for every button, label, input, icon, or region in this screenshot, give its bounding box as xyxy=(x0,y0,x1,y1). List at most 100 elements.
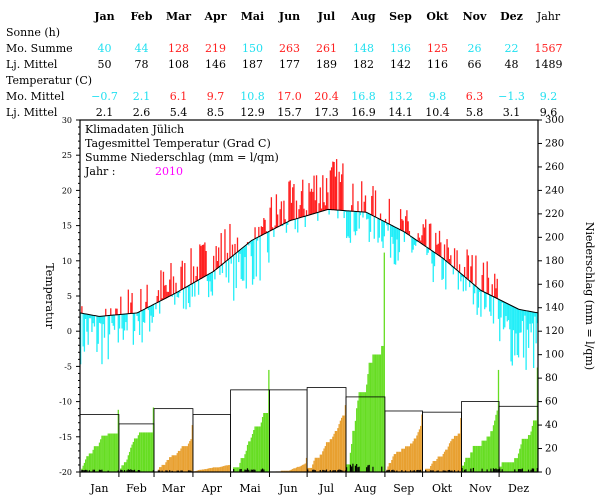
temp-day-bar xyxy=(195,276,197,282)
temp-day-bar xyxy=(389,224,392,258)
precip-cumulative-bar xyxy=(266,412,269,472)
precip-cumulative-bar xyxy=(450,441,452,472)
table-cell: 146 xyxy=(205,57,226,71)
temp-day-bar xyxy=(500,300,502,318)
precip-cumulative-bar xyxy=(418,429,421,472)
precip-cumulative-bar xyxy=(397,451,399,472)
precip-cumulative-bar xyxy=(374,354,377,472)
sun-title: Sonne (h) xyxy=(6,25,61,39)
precip-cumulative-bar xyxy=(248,441,250,472)
temp-day-bar xyxy=(398,228,401,253)
precip-cumulative-bar xyxy=(83,462,86,472)
precip-cumulative-bar xyxy=(93,446,96,472)
temp-day-bar xyxy=(358,211,360,229)
temp-day-bar xyxy=(423,227,426,246)
precip-cumulative-bar xyxy=(433,461,436,472)
precip-cumulative-bar xyxy=(495,414,497,472)
temp-day-bar xyxy=(339,182,342,211)
temp-day-bar xyxy=(352,183,354,212)
temp-day-bar xyxy=(371,195,373,215)
precip-cumulative-bar xyxy=(506,462,508,472)
precip-daily-bar xyxy=(165,470,167,472)
precip-cumulative-bar xyxy=(244,454,246,472)
temp-day-bar xyxy=(407,221,409,235)
precip-daily-bar xyxy=(486,469,488,472)
temp-day-bar xyxy=(342,163,344,211)
temp-day-bar xyxy=(347,210,349,237)
precip-cumulative-bar xyxy=(317,457,319,472)
precip-daily-bar xyxy=(356,464,358,472)
precip-cumulative-bar xyxy=(322,451,324,472)
table-cell: 15.7 xyxy=(277,105,302,119)
temp-day-bar xyxy=(288,181,290,222)
temp-day-bar xyxy=(514,307,516,356)
precip-daily-bar xyxy=(367,465,369,472)
precip-cumulative-bar xyxy=(373,354,375,472)
temp-day-bar xyxy=(297,218,299,233)
temp-day-bar xyxy=(491,284,493,296)
precip-cumulative-bar xyxy=(401,448,403,472)
temp-day-bar xyxy=(126,313,128,331)
temp-day-bar xyxy=(127,289,129,314)
precip-daily-bar xyxy=(93,469,96,472)
temp-day-bar xyxy=(408,230,411,235)
table-cell: 16.9 xyxy=(351,105,376,119)
precip-cumulative-bar xyxy=(135,438,137,472)
precip-cumulative-bar xyxy=(297,466,299,472)
precip-cumulative-bar xyxy=(202,469,205,472)
precip-daily-bar xyxy=(342,470,344,472)
precip-cumulative-bar xyxy=(181,446,183,472)
chart-title-line: Tagesmittel Temperatur (Grad C) xyxy=(85,137,271,150)
precip-daily-bar xyxy=(181,470,183,472)
precip-cumulative-bar xyxy=(211,467,214,472)
precip-daily-bar xyxy=(517,469,520,472)
temp-day-bar xyxy=(510,305,512,362)
precip-daily-bar xyxy=(381,466,383,472)
temp-day-bar xyxy=(182,288,185,309)
precip-daily-bar xyxy=(393,470,395,472)
month-header: Dez xyxy=(500,9,523,23)
table-cell: 8.5 xyxy=(206,105,225,119)
precip-cumulative-bar xyxy=(255,426,257,472)
precip-cumulative-bar xyxy=(376,354,378,472)
temp-day-bar xyxy=(255,238,257,277)
table-cell: 6.3 xyxy=(465,89,484,103)
temp-day-bar xyxy=(120,296,122,315)
precip-cumulative-bar xyxy=(404,446,407,472)
precip-cumulative-bar xyxy=(162,464,165,472)
precip-cumulative-bar xyxy=(315,457,318,472)
precip-daily-bar xyxy=(82,470,84,472)
precip-daily-bar xyxy=(339,469,342,472)
precip-daily-bar xyxy=(92,469,94,472)
precip-cumulative-bar xyxy=(398,451,401,472)
temp-day-bar xyxy=(485,292,487,308)
temp-day-bar xyxy=(396,227,398,240)
precip-daily-bar xyxy=(307,469,309,472)
temp-day-bar xyxy=(235,253,237,289)
precip-daily-bar xyxy=(344,470,347,472)
temp-day-bar xyxy=(432,251,434,283)
precip-daily-bar xyxy=(396,470,398,472)
precip-daily-bar xyxy=(386,470,388,472)
precip-cumulative-bar xyxy=(369,362,372,472)
month-label: Jun xyxy=(278,482,298,495)
precip-cumulative-bar xyxy=(254,426,256,472)
temp-day-bar xyxy=(484,292,486,310)
table-cell: 219 xyxy=(205,41,226,55)
temp-day-bar xyxy=(433,252,436,267)
precip-cumulative-bar xyxy=(534,420,536,472)
precip-cumulative-bar xyxy=(200,469,202,472)
table-cell: 142 xyxy=(390,57,411,71)
temp-day-bar xyxy=(293,184,295,220)
precip-daily-bar xyxy=(126,470,128,472)
left-tick-label: 15 xyxy=(62,222,72,231)
temp-day-bar xyxy=(221,264,224,274)
precip-daily-bar xyxy=(387,469,389,472)
temp-day-bar xyxy=(453,248,456,268)
precip-cumulative-bar xyxy=(388,463,390,472)
temp-day-bar xyxy=(443,244,446,260)
temp-day-bar xyxy=(463,266,466,277)
temp-day-bar xyxy=(377,217,379,243)
temp-day-bar xyxy=(191,283,193,297)
precip-daily-bar xyxy=(133,469,136,472)
